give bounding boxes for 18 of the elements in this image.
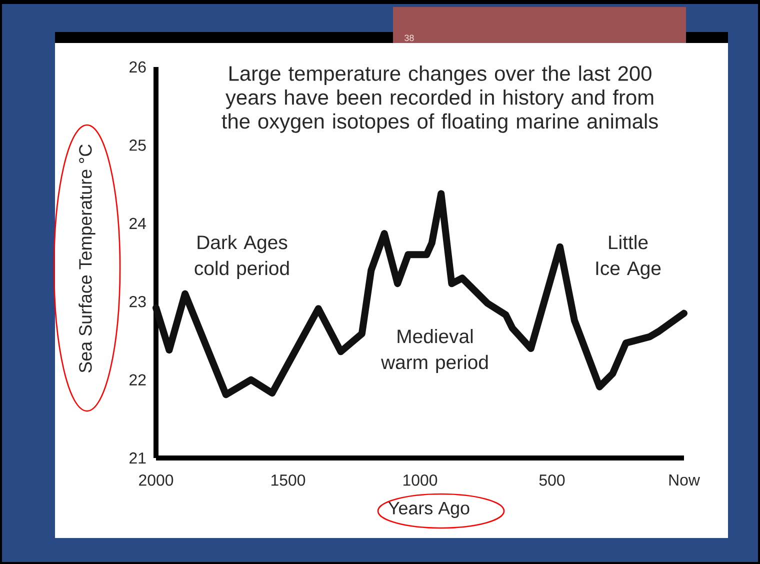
y-axis-title: Sea Surface Temperature °C: [78, 144, 96, 372]
annotation: Dark Ages cold period: [194, 234, 289, 279]
annotation: Medieval warm period: [380, 328, 488, 373]
x-tick-label: Now: [669, 474, 700, 486]
y-tick-label: 23: [130, 296, 146, 308]
text: 38: [404, 34, 414, 42]
text: Large temperature changes over the last 200 years have been recorded in history and from the oxygen isotopes of floating marine animals: [222, 66, 658, 133]
x-tick-label: 500: [539, 474, 565, 486]
y-tick-label: 21: [130, 452, 146, 464]
y-tick-label: 25: [130, 140, 146, 151]
x-tick-label: 1000: [403, 474, 438, 486]
y-tick-label: 22: [130, 374, 146, 386]
y-tick-label: 26: [130, 61, 146, 73]
x-tick-label: 2000: [139, 474, 174, 486]
y-tick-label: 24: [130, 218, 146, 229]
annotation: Little Ice Age: [596, 234, 661, 279]
x-axis-title: Years Ago: [388, 502, 470, 518]
x-tick-label: 1500: [271, 474, 306, 486]
